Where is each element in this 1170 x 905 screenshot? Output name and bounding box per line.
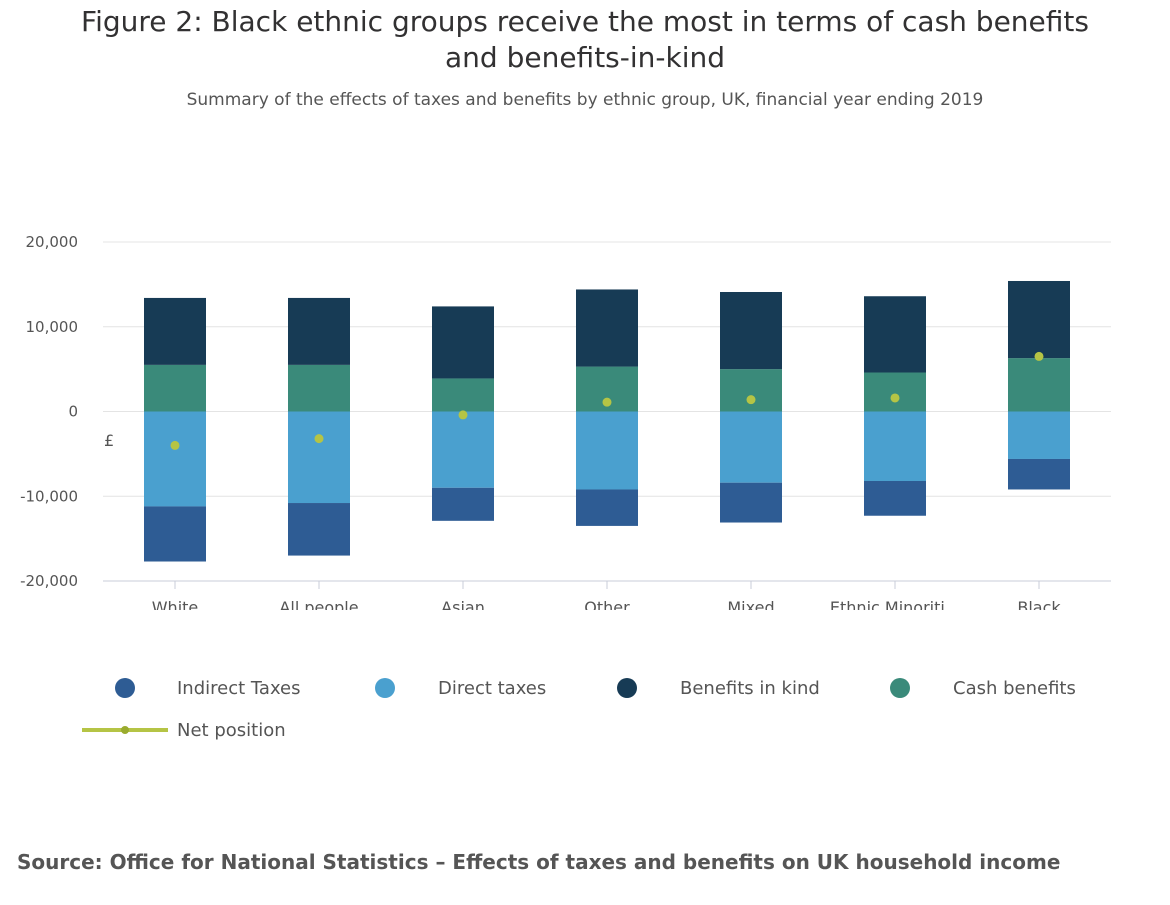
x-tick-label: Other (584, 598, 630, 610)
legend-swatch-net-position (82, 726, 168, 734)
bar-indirect-taxes[interactable] (720, 482, 782, 523)
bar-benefits-in-kind[interactable] (576, 289, 638, 367)
bar-cash-benefits[interactable] (864, 372, 926, 412)
x-tick-label: White (152, 598, 199, 610)
y-axis-label: £ (104, 431, 114, 450)
bar-direct-taxes[interactable] (432, 411, 494, 488)
legend-swatch-benefits-in-kind (617, 678, 637, 698)
legend-swatch-cash-benefits (890, 678, 910, 698)
bar-indirect-taxes[interactable] (288, 503, 350, 556)
net-position-point[interactable] (170, 440, 180, 450)
bar-indirect-taxes[interactable] (144, 506, 206, 562)
bar-direct-taxes[interactable] (864, 411, 926, 481)
bar-indirect-taxes[interactable] (864, 480, 926, 516)
bar-benefits-in-kind[interactable] (432, 306, 494, 379)
bar-benefits-in-kind[interactable] (864, 296, 926, 373)
y-tick-label: -20,000 (20, 572, 78, 590)
net-position-point[interactable] (1034, 351, 1044, 361)
chart-title: Figure 2: Black ethnic groups receive th… (0, 4, 1170, 76)
x-tick-label: Mixed (727, 598, 774, 610)
bar-benefits-in-kind[interactable] (1008, 280, 1070, 359)
bar-indirect-taxes[interactable] (576, 489, 638, 526)
legend-label-indirect-taxes[interactable]: Indirect Taxes (177, 678, 301, 699)
bar-indirect-taxes[interactable] (1008, 458, 1070, 490)
bar-benefits-in-kind[interactable] (144, 297, 206, 365)
x-tick-label: Asian (441, 598, 485, 610)
chart-title-line1: Figure 2: Black ethnic groups receive th… (81, 5, 1089, 38)
stacked-bar-chart: 20,000 10,000 0 -10,000 -20,000 £ White All peo… (20, 233, 1111, 610)
bar-direct-taxes[interactable] (288, 411, 350, 504)
bar-indirect-taxes[interactable] (432, 487, 494, 521)
source-note: Source: Office for National Statistics –… (17, 850, 1061, 874)
legend-label-net-position[interactable]: Net position (177, 720, 286, 741)
net-position-point[interactable] (458, 410, 468, 420)
y-tick-label: -10,000 (20, 487, 78, 505)
bar-direct-taxes[interactable] (576, 411, 638, 490)
y-tick-label: 20,000 (26, 233, 79, 251)
legend-label-cash-benefits[interactable]: Cash benefits (953, 678, 1076, 699)
bar-direct-taxes[interactable] (144, 411, 206, 507)
chart-title-line2: and benefits-in-kind (445, 41, 725, 74)
x-tick-label: Ethnic Minoriti... (830, 598, 960, 610)
net-position-point[interactable] (602, 397, 612, 407)
y-tick-label: 0 (68, 403, 78, 421)
net-position-point[interactable] (314, 434, 324, 444)
legend-label-direct-taxes[interactable]: Direct taxes (438, 678, 547, 699)
x-tick-label: All people (279, 598, 358, 610)
bar-cash-benefits[interactable] (1008, 358, 1070, 412)
y-tick-label: 10,000 (26, 318, 79, 336)
legend-swatch-direct-taxes (375, 678, 395, 698)
legend-label-benefits-in-kind[interactable]: Benefits in kind (680, 678, 820, 699)
bar-cash-benefits[interactable] (432, 378, 494, 412)
bar-benefits-in-kind[interactable] (720, 292, 782, 370)
bar-direct-taxes[interactable] (1008, 411, 1070, 459)
x-tick-label: Black (1017, 598, 1061, 610)
bar-direct-taxes[interactable] (720, 411, 782, 483)
net-position-point[interactable] (890, 393, 900, 403)
legend-swatch-indirect-taxes (115, 678, 135, 698)
net-position-point[interactable] (746, 395, 756, 405)
bar-cash-benefits[interactable] (720, 369, 782, 412)
chart-subtitle: Summary of the effects of taxes and bene… (186, 90, 984, 110)
bar-cash-benefits[interactable] (288, 364, 350, 412)
bar-benefits-in-kind[interactable] (288, 297, 350, 365)
bar-cash-benefits[interactable] (144, 364, 206, 412)
